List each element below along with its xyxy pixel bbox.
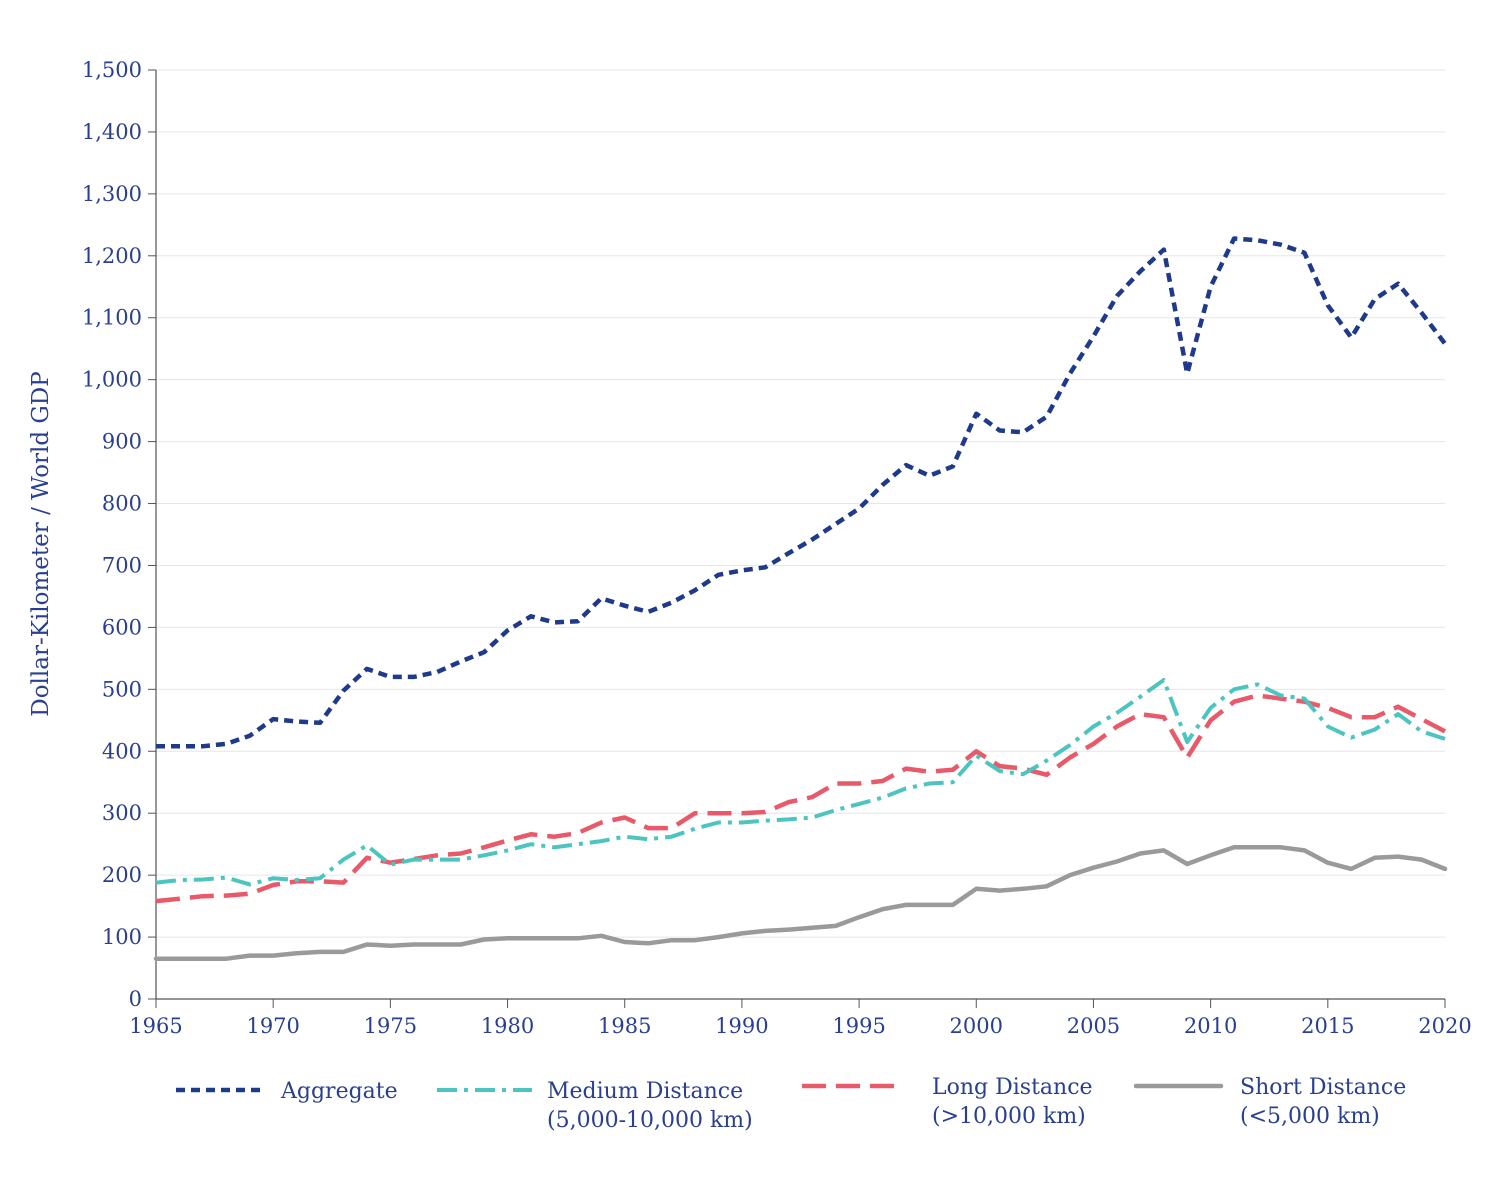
- series-line-aggregate: [156, 236, 1447, 749]
- y-tick-label: 1,500: [82, 58, 142, 82]
- x-tick-label: 1965: [129, 1014, 182, 1038]
- y-tick-label: 900: [102, 430, 142, 454]
- legend: Aggregate Medium Distance (5,000-10,000 km…: [176, 1075, 1406, 1133]
- x-tick-label: 2000: [950, 1014, 1003, 1038]
- y-tick-label: 100: [102, 925, 142, 949]
- legend-label-detail: (>10,000 km): [932, 1104, 1086, 1129]
- y-tick-label: 1,100: [82, 306, 142, 330]
- y-tick-label: 200: [102, 863, 142, 887]
- series-lines: [153, 236, 1448, 961]
- x-tick-label: 2010: [1184, 1014, 1237, 1038]
- legend-label: Short Distance: [1240, 1075, 1406, 1100]
- series-line-long-distance: [155, 693, 1447, 904]
- x-tick-label: 1995: [832, 1014, 885, 1038]
- gridlines: [156, 69, 1445, 938]
- legend-label: Aggregate: [280, 1079, 398, 1104]
- legend-label-detail: (5,000-10,000 km): [547, 1108, 753, 1133]
- y-tick-label: 600: [102, 615, 142, 639]
- series-line-short-distance: [153, 845, 1448, 961]
- y-tick-label: 1,300: [82, 182, 142, 206]
- legend-label: Medium Distance: [547, 1079, 743, 1104]
- x-tick-label: 2020: [1418, 1014, 1471, 1038]
- x-tick-label: 1985: [598, 1014, 651, 1038]
- x-tick-label: 1970: [246, 1014, 299, 1038]
- y-tick-label: 1,400: [82, 120, 142, 144]
- y-tick-label: 0: [129, 987, 142, 1011]
- y-tick-label: 700: [102, 553, 142, 577]
- tick-labels: 0 100 200 300 400 500 600 700 800 900 1,000 1,100 1,…: [82, 58, 1472, 1038]
- x-tick-label: 1975: [364, 1014, 417, 1038]
- y-tick-label: 800: [102, 492, 142, 516]
- x-tick-label: 1990: [715, 1014, 768, 1038]
- legend-label-detail: (<5,000 km): [1240, 1104, 1380, 1129]
- x-tick-label: 2005: [1067, 1014, 1120, 1038]
- series-line-medium-distance: [155, 678, 1446, 887]
- y-tick-label: 300: [102, 801, 142, 825]
- y-axis-title: Dollar-Kilometer / World GDP: [28, 371, 54, 716]
- x-tick-label: 2015: [1301, 1014, 1354, 1038]
- legend-label: Long Distance: [932, 1075, 1093, 1100]
- y-tick-label: 500: [102, 677, 142, 701]
- y-tick-label: 1,000: [82, 368, 142, 392]
- y-tick-label: 400: [102, 739, 142, 763]
- axes: [148, 69, 1446, 1008]
- x-tick-label: 1980: [481, 1014, 534, 1038]
- y-tick-label: 1,200: [82, 244, 142, 268]
